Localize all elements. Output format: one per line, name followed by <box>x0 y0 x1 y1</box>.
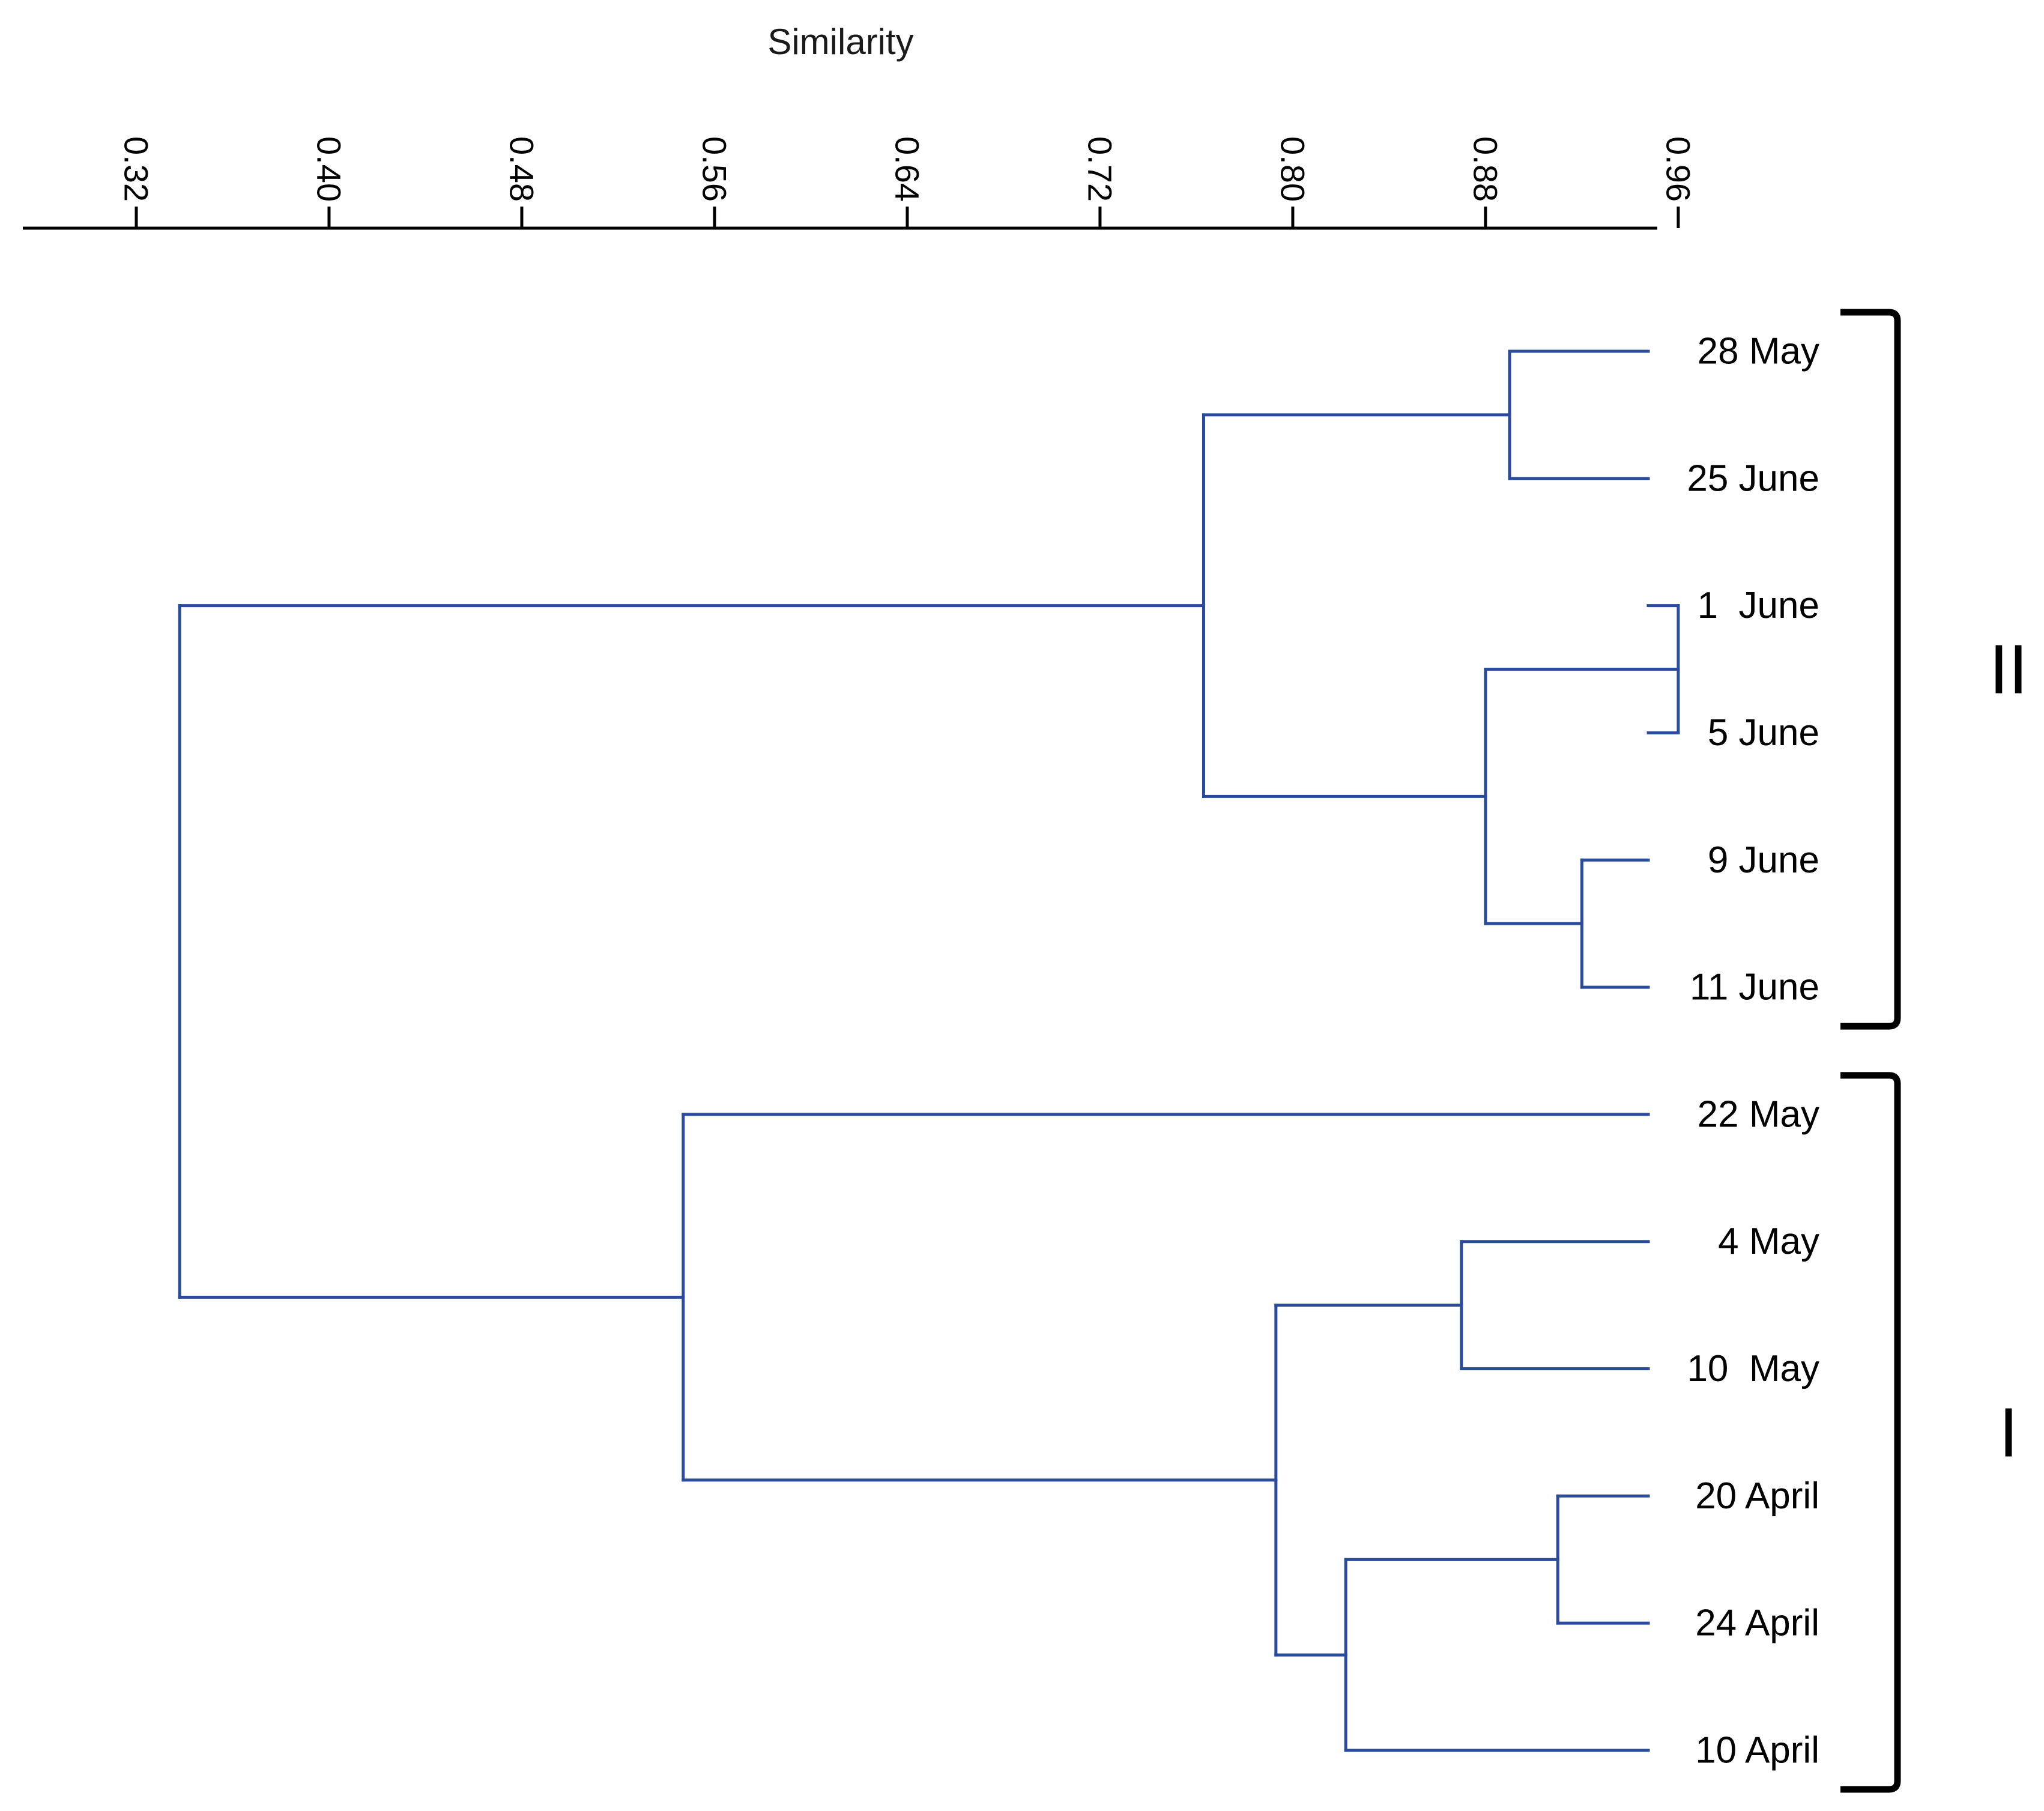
cluster-brackets: III <box>1840 309 2028 1793</box>
axis: 0.32 0.40 0.48 0.56 0.64 0.72 0.80 0.88 0.96 <box>23 136 1697 230</box>
tick-label: 0.96 <box>1659 136 1697 202</box>
tick-label: 0.88 <box>1466 136 1504 202</box>
cluster-bracket <box>1840 1072 1901 1793</box>
leaf-label: 28 May <box>1698 331 1819 372</box>
leaf-label: 20 April <box>1695 1475 1819 1517</box>
axis-title: Similarity <box>767 22 913 62</box>
tick-label: 0.72 <box>1081 136 1119 202</box>
tick-label: 0.80 <box>1274 136 1311 202</box>
leaf-label: 10 May <box>1687 1348 1819 1389</box>
tick-label: 0.40 <box>310 136 348 202</box>
leaf-label: 11 June <box>1690 967 1819 1008</box>
cluster-bracket <box>1840 309 1901 1030</box>
leaf-label: 5 June <box>1708 712 1819 754</box>
dendrogram-branches <box>178 349 1680 1752</box>
leaf-label: 4 May <box>1718 1221 1819 1262</box>
leaf-label: 22 May <box>1698 1093 1819 1135</box>
tick-label: 0.48 <box>503 136 540 202</box>
cluster-label: II <box>1989 630 2028 709</box>
leaf-label: 24 April <box>1695 1603 1819 1644</box>
leaf-label: 25 June <box>1687 458 1819 499</box>
leaf-label: 10 April <box>1695 1730 1819 1771</box>
leaf-label: 1 June <box>1698 585 1819 626</box>
tick-label: 0.64 <box>888 136 926 202</box>
tick-label: 0.56 <box>695 136 733 202</box>
leaf-labels: 28 May 25 June 1 June 5 June 9 June 11 June 22… <box>1687 331 1819 1771</box>
cluster-label: I <box>1999 1393 2018 1471</box>
leaf-label: 9 June <box>1708 839 1819 881</box>
tick-label: 0.32 <box>117 136 155 202</box>
